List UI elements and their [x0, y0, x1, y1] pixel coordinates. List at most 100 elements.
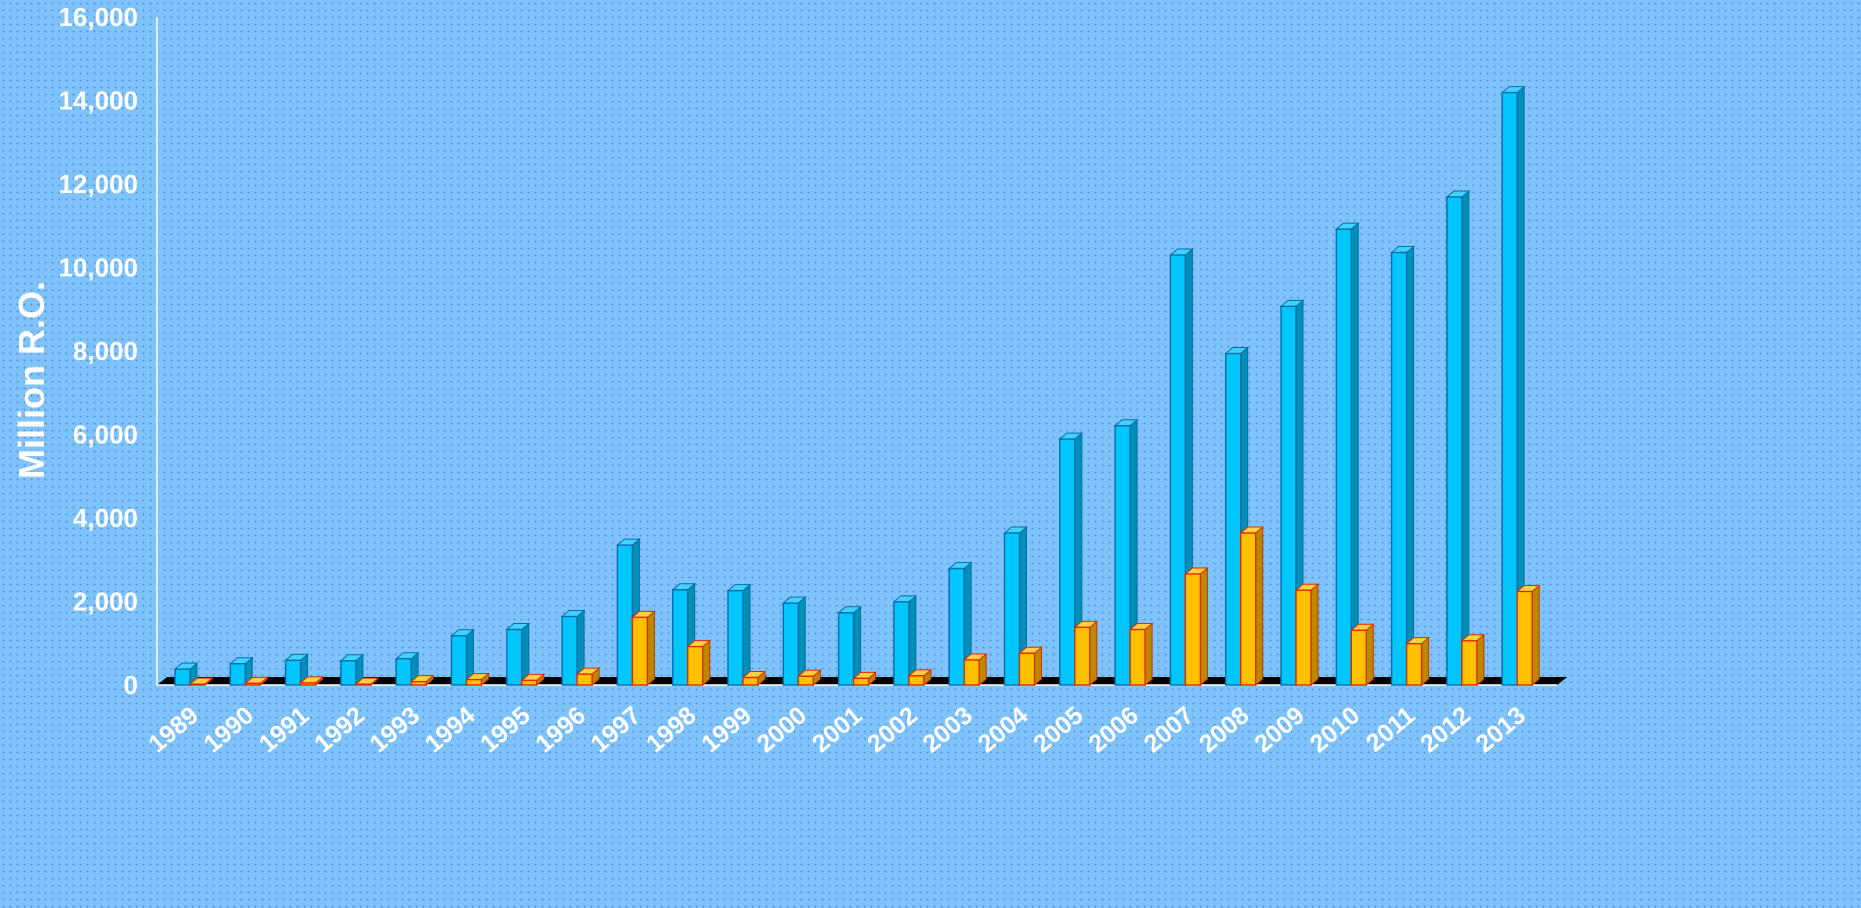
bar — [1279, 299, 1305, 687]
bar — [1460, 633, 1486, 687]
x-category-label: 2009 — [1249, 701, 1310, 758]
bar-front — [1129, 628, 1146, 686]
bar-front — [1295, 589, 1312, 686]
bar-front — [1446, 196, 1463, 686]
bar — [892, 594, 918, 687]
bar — [1058, 432, 1084, 687]
x-category-label: 2007 — [1139, 701, 1200, 758]
bar — [1445, 189, 1471, 687]
bar — [631, 610, 656, 687]
bar — [741, 670, 767, 687]
bar-front — [521, 679, 538, 686]
bar-front — [229, 663, 247, 686]
bar-side — [1199, 566, 1208, 687]
bar-front — [576, 673, 593, 686]
bar — [1405, 636, 1430, 687]
bar-front — [687, 645, 704, 686]
bar-front — [1390, 251, 1408, 686]
x-category-label: 1999 — [696, 701, 757, 758]
x-category-label: 2008 — [1194, 701, 1255, 758]
bar-front — [672, 589, 689, 686]
x-category-label: 1990 — [199, 701, 260, 758]
bar — [299, 675, 324, 687]
bar-side — [1255, 525, 1264, 687]
bar — [1390, 245, 1415, 687]
bar-front — [355, 683, 372, 686]
bar-front — [189, 683, 206, 686]
y-tick-labels: 0 2,000 4,000 6,000 8,000 10,000 12,000 14,000 1… — [58, 2, 138, 700]
x-category-label: 2000 — [752, 701, 813, 758]
x-category-label: 2004 — [973, 701, 1034, 758]
bar-side — [1365, 623, 1374, 687]
bar — [354, 677, 380, 687]
bar-front — [948, 567, 965, 686]
bar-side — [1421, 636, 1430, 687]
y-tick-label: 14,000 — [58, 86, 138, 116]
bar-side — [1461, 189, 1470, 687]
x-category-label: 2013 — [1470, 701, 1531, 758]
bar — [726, 583, 752, 687]
bar-front — [742, 676, 759, 686]
bar-front — [340, 660, 357, 686]
bar — [560, 609, 586, 687]
bar-front — [1516, 590, 1533, 686]
x-category-label: 2005 — [1028, 701, 1089, 758]
x-category-labels: 1989199019911992199319941995199619971998… — [143, 701, 1531, 758]
x-category-label: 1994 — [420, 701, 481, 758]
bar-front — [506, 628, 523, 686]
bar-side — [1350, 222, 1359, 687]
bar-front — [1239, 532, 1257, 686]
bar — [1239, 525, 1265, 687]
bar-front — [1003, 532, 1021, 686]
bar-front — [727, 589, 744, 686]
y-tick-label: 10,000 — [58, 253, 138, 283]
bar — [243, 676, 269, 687]
bar-front — [1461, 640, 1478, 686]
y-tick-label: 4,000 — [73, 503, 138, 533]
bar — [1349, 623, 1375, 687]
y-tick-label: 16,000 — [58, 2, 138, 32]
bar-front — [1114, 425, 1131, 686]
bar — [1294, 583, 1320, 687]
bar-side — [1531, 584, 1540, 687]
x-category-label: 1993 — [364, 701, 425, 758]
bar-side — [1476, 633, 1485, 687]
y-tick-label: 2,000 — [73, 587, 138, 617]
bar — [284, 653, 309, 687]
bar — [1184, 566, 1209, 687]
bar-front — [963, 659, 980, 686]
bar-front — [852, 677, 870, 686]
bar — [1018, 646, 1043, 687]
bar-front — [1018, 652, 1036, 686]
y-tick-label: 0 — [124, 670, 138, 700]
bar — [1073, 620, 1099, 687]
bar-front — [893, 601, 910, 686]
bar-side — [702, 639, 711, 687]
bar-front — [1335, 228, 1353, 686]
x-category-label: 2001 — [807, 701, 868, 758]
bar — [1113, 418, 1139, 687]
bar — [409, 674, 435, 687]
y-tick-label: 6,000 — [73, 420, 138, 450]
bar-front — [450, 635, 468, 686]
bar-front — [797, 675, 814, 686]
bar-front — [1169, 254, 1187, 686]
bar-front — [174, 668, 191, 686]
bar-front — [837, 612, 855, 686]
bar — [962, 652, 988, 687]
bar-front — [1501, 91, 1518, 686]
bar-side — [1144, 622, 1153, 687]
x-category-label: 2012 — [1415, 701, 1476, 758]
bar-front — [1224, 352, 1242, 686]
bar-side — [1310, 583, 1319, 687]
bar — [520, 673, 546, 687]
bar-front — [1280, 305, 1297, 686]
bar — [339, 653, 365, 687]
bar-front — [1405, 642, 1423, 686]
bar — [505, 622, 531, 687]
bar-side — [1089, 620, 1098, 687]
bar-front — [616, 544, 634, 686]
x-category-label: 1997 — [586, 701, 647, 758]
bar — [1500, 85, 1526, 687]
